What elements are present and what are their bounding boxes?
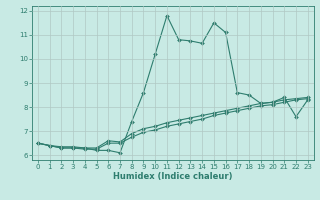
X-axis label: Humidex (Indice chaleur): Humidex (Indice chaleur) — [113, 172, 233, 181]
